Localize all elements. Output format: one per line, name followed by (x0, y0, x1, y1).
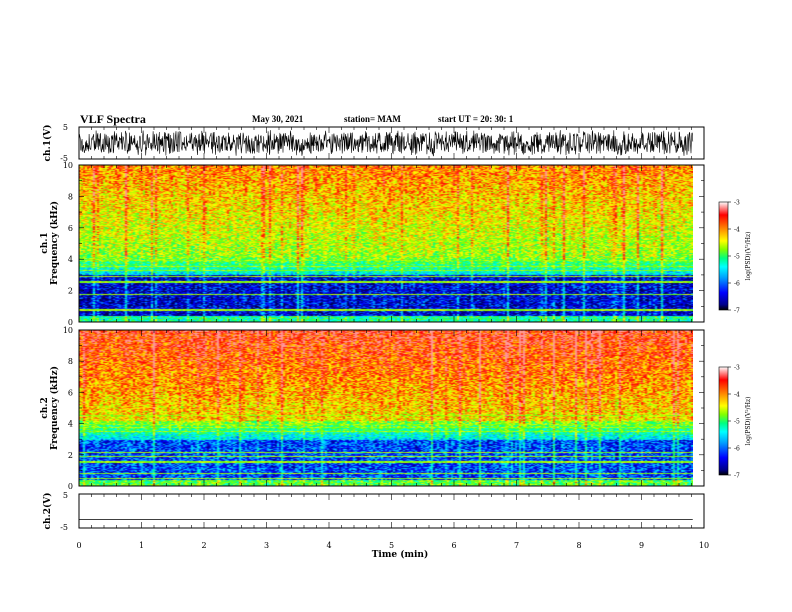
ch2-spectrogram-image (79, 330, 693, 486)
colorbar-ch2-label: log(PSD)(V²/Hz) (745, 397, 752, 446)
colorbar-tick-label: -4 (734, 227, 740, 234)
panel1-ytick-bottom: -5 (60, 154, 68, 163)
panel1-xticks (78, 127, 705, 159)
y-tick-label: 2 (68, 451, 73, 460)
x-tick-label: 10 (699, 541, 709, 550)
x-tick-label: 5 (389, 541, 394, 550)
panel2-ylabel: Frequency (kHz) (49, 201, 60, 285)
panel-ch2-waveform: 5 -5 ch.2(V) (42, 491, 705, 532)
x-tick-label: 8 (576, 541, 581, 550)
panel-ch1-waveform: 5 -5 ch.1(V) (42, 123, 705, 163)
colorbar-tick-label: -7 (734, 473, 740, 480)
panel4-ytick-bottom: -5 (60, 523, 68, 532)
panel3-yticks: 0 2 4 6 8 10 (63, 326, 704, 491)
colorbar-ch1-ticks: -3 -4 -5 -6 -7 (728, 200, 740, 315)
x-axis-label: Time (min) (372, 549, 429, 560)
y-tick-label: 8 (68, 192, 73, 201)
panel3-ylabel: Frequency (kHz) (49, 366, 60, 450)
colorbar-tick-label: -6 (734, 281, 740, 288)
x-tick-label: 9 (639, 541, 644, 550)
colorbar-tick-label: -5 (734, 419, 740, 426)
panel3-ylabel-top: ch.2 (40, 397, 50, 418)
x-tick-label: 6 (451, 541, 456, 550)
colorbar-tick-label: -6 (734, 446, 740, 453)
panel4-xticks (78, 494, 705, 528)
y-tick-label: 10 (63, 326, 73, 335)
ch1-waveform-line (78, 130, 694, 157)
x-tick-label: 4 (326, 541, 331, 550)
y-tick-label: 2 (68, 287, 73, 296)
colorbar-tick-label: -5 (734, 254, 740, 261)
y-tick-label: 10 (63, 161, 73, 170)
figure-title: VLF Spectra (80, 112, 146, 126)
panel4-ylabel: ch.2(V) (42, 493, 53, 530)
panel1-ylabel: ch.1(V) (42, 125, 53, 162)
colorbar-tick-label: -3 (734, 200, 740, 207)
y-tick-label: 6 (68, 224, 73, 233)
x-tick-label: 3 (264, 541, 269, 550)
y-tick-label: 4 (68, 255, 73, 264)
x-tick-label: 0 (76, 541, 81, 550)
x-tick-label: 2 (201, 541, 206, 550)
colorbar-ch1-label: log(PSD)(V²/Hz) (745, 232, 752, 281)
y-tick-label: 0 (68, 318, 73, 327)
colorbar-tick-label: -3 (734, 365, 740, 372)
y-tick-label: 6 (68, 388, 73, 397)
colorbar-ch2-ticks: -3 -4 -5 -6 -7 (728, 365, 740, 480)
panel4-ytick-top: 5 (63, 491, 68, 500)
start-time-label: start UT = 20: 30: 1 (438, 114, 514, 124)
date-label: May 30, 2021 (252, 114, 304, 124)
station-label: station= MAM (344, 114, 401, 124)
x-tick-label: 7 (514, 541, 519, 550)
colorbar-tick-label: -4 (734, 392, 740, 399)
x-tick-label: 1 (139, 541, 144, 550)
colorbar-ch1 (718, 201, 729, 311)
panel2-ylabel-top: ch.1 (40, 232, 50, 253)
x-tick-labels: 0 1 2 3 4 5 6 7 8 9 10 (76, 541, 709, 550)
y-tick-label: 8 (68, 357, 73, 366)
panel2-xticks (78, 165, 705, 322)
colorbar-tick-label: -7 (734, 308, 740, 315)
panel2-yticks: 0 2 4 6 8 10 (63, 161, 704, 327)
y-tick-label: 4 (68, 420, 73, 429)
panel1-ytick-top: 5 (63, 123, 68, 132)
panel3-xticks (78, 330, 705, 486)
y-tick-label: 0 (68, 482, 73, 491)
ch1-spectrogram-image (79, 165, 693, 322)
colorbar-ch2 (718, 366, 729, 476)
